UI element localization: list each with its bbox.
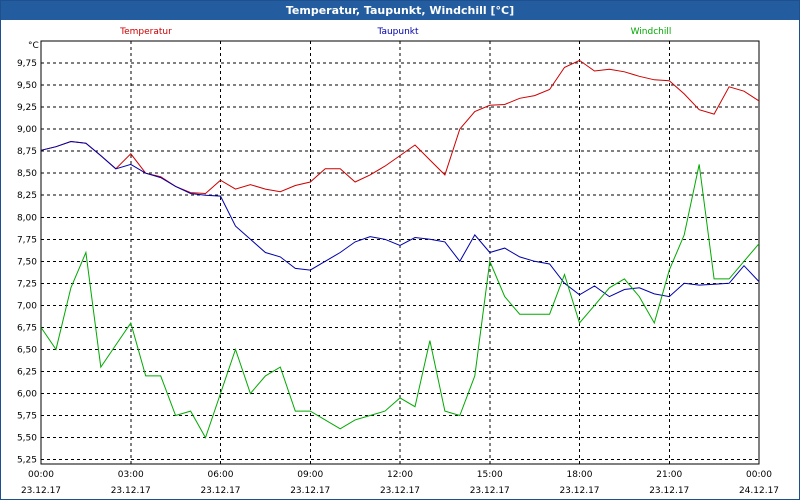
series-layer <box>40 59 760 439</box>
x-tick-time: 09:00 <box>297 470 323 480</box>
x-tick-time: 00:00 <box>746 470 772 480</box>
y-tick-label: 7,75 <box>17 235 37 245</box>
y-tick-label: 7,50 <box>17 257 37 267</box>
x-axis-ticks: 00:00 23.12.17 03:00 23.12.17 06:00 23.12.17 0… <box>21 470 779 496</box>
y-axis-label: °C <box>28 41 39 51</box>
plot-frame <box>40 40 760 465</box>
x-tick-time: 18:00 <box>567 470 593 480</box>
y-tick-label: 8,75 <box>17 147 37 157</box>
x-tick-time: 00:00 <box>28 470 54 480</box>
x-tick-date: 23.12.17 <box>111 486 151 496</box>
window-title: Temperatur, Taupunkt, Windchill [°C] <box>1 1 799 20</box>
x-tick-date: 23.12.17 <box>470 486 510 496</box>
y-tick-label: 6,00 <box>17 390 37 400</box>
y-tick-label: 8,00 <box>17 213 37 223</box>
y-tick-label: 9,50 <box>17 81 37 91</box>
x-tick-time: 12:00 <box>387 470 413 480</box>
plot-border <box>40 40 760 465</box>
x-tick-date: 23.12.17 <box>380 486 420 496</box>
legend-windchill: Windchill <box>631 27 672 37</box>
grid <box>41 41 759 464</box>
y-tick-label: 9,00 <box>17 125 37 135</box>
x-tick-date: 23.12.17 <box>559 486 599 496</box>
x-tick-time: 15:00 <box>477 470 503 480</box>
y-tick-label: 8,50 <box>17 169 37 179</box>
y-tick-label: 5,25 <box>17 456 37 466</box>
y-axis-ticks: 9,75 9,50 9,25 9,00 8,75 8,50 8,25 8,00 7,75 7,50… <box>17 59 37 466</box>
x-tick-date: 23.12.17 <box>200 486 240 496</box>
y-tick-label: 5,75 <box>17 412 37 422</box>
y-tick-label: 6,75 <box>17 323 37 333</box>
series-line-taupunkt <box>40 140 760 298</box>
series-line-temperatur <box>40 59 760 195</box>
legend-taupunkt: Taupunkt <box>376 27 419 37</box>
y-tick-label: 6,25 <box>17 367 37 377</box>
y-tick-label: 7,25 <box>17 279 37 289</box>
legend: Temperatur Taupunkt Windchill <box>119 27 671 37</box>
x-tick-time: 21:00 <box>656 470 682 480</box>
x-tick-date: 23.12.17 <box>649 486 689 496</box>
y-tick-label: 9,75 <box>17 59 37 69</box>
series-line-windchill <box>40 164 760 439</box>
y-tick-label: 8,25 <box>17 191 37 201</box>
y-tick-label: 5,50 <box>17 434 37 444</box>
x-tick-date: 23.12.17 <box>21 486 61 496</box>
x-tick-time: 06:00 <box>208 470 234 480</box>
x-tick-date: 23.12.17 <box>290 486 330 496</box>
x-tick-time: 03:00 <box>118 470 144 480</box>
y-tick-label: 7,00 <box>17 301 37 311</box>
legend-temperatur: Temperatur <box>119 27 172 37</box>
y-tick-label: 9,25 <box>17 103 37 113</box>
y-tick-label: 6,50 <box>17 345 37 355</box>
x-tick-date: 24.12.17 <box>739 486 779 496</box>
